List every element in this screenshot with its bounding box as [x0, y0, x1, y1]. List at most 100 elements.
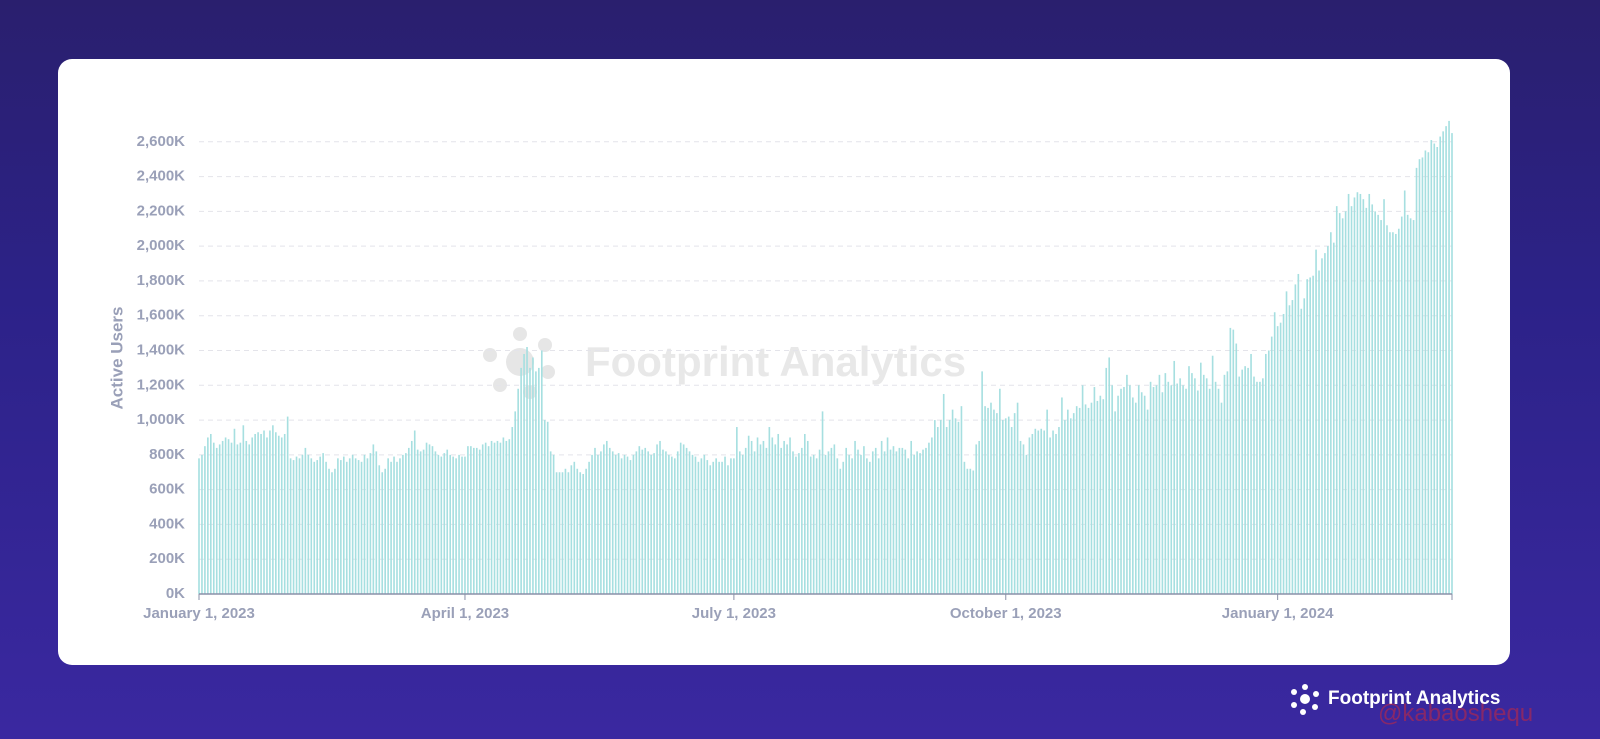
bar — [224, 437, 227, 594]
bar — [416, 449, 419, 594]
bar — [277, 435, 280, 594]
bar — [280, 437, 283, 594]
bar — [857, 449, 859, 594]
y-tick-label: 2,600K — [137, 133, 186, 150]
bar — [1173, 360, 1176, 594]
bar — [1380, 220, 1382, 594]
bar — [1347, 193, 1350, 594]
bar — [304, 447, 307, 594]
bar — [1238, 376, 1241, 594]
bar — [780, 447, 782, 594]
bar — [555, 472, 558, 594]
bar — [1105, 367, 1108, 594]
bar — [981, 371, 983, 594]
bar — [505, 440, 508, 594]
bar — [715, 458, 717, 594]
y-tick-label: 1,400K — [137, 341, 186, 358]
bar — [895, 451, 898, 594]
bar — [709, 465, 712, 594]
bar — [972, 470, 975, 594]
bar — [718, 461, 720, 594]
bar — [1167, 381, 1170, 594]
bar — [1185, 388, 1187, 594]
bar — [1143, 395, 1146, 594]
bar — [1442, 131, 1444, 594]
bar — [614, 454, 617, 594]
bar — [1324, 253, 1326, 594]
bar — [753, 451, 756, 594]
bar — [461, 456, 463, 594]
bar — [1155, 385, 1158, 594]
bar — [1037, 430, 1040, 594]
bar — [467, 446, 469, 594]
bar — [1072, 413, 1075, 594]
bar — [688, 451, 691, 594]
bar — [886, 437, 889, 594]
bar — [904, 449, 907, 594]
bar — [233, 428, 236, 594]
x-tick-label: January 1, 2024 — [1222, 605, 1334, 622]
bar — [1013, 413, 1016, 594]
bar — [907, 458, 910, 594]
bar — [978, 440, 980, 594]
bar — [396, 461, 398, 594]
bar — [337, 458, 339, 594]
bar — [532, 357, 534, 594]
bar — [260, 433, 262, 594]
bar — [1108, 357, 1111, 594]
bar — [869, 461, 871, 594]
bar — [493, 442, 496, 594]
bar — [334, 468, 336, 594]
bar — [207, 437, 209, 594]
bar — [331, 472, 333, 594]
bar — [1395, 233, 1397, 595]
bar — [1152, 387, 1155, 594]
bar — [538, 367, 540, 594]
bar — [774, 444, 777, 594]
bar — [603, 444, 605, 594]
bar — [798, 453, 800, 594]
bar — [1158, 374, 1161, 594]
bar — [960, 406, 963, 594]
bar — [363, 454, 366, 594]
bar — [1377, 214, 1379, 595]
bar — [446, 449, 449, 594]
bar — [540, 350, 543, 594]
bar — [475, 447, 478, 594]
bar — [682, 444, 685, 594]
bar — [632, 454, 635, 594]
bar — [1191, 373, 1193, 594]
bar — [582, 473, 584, 594]
bar — [1241, 369, 1243, 594]
bar — [1356, 192, 1359, 594]
brand: Footprint Analytics — [1288, 682, 1500, 716]
bar — [514, 411, 517, 594]
bar — [1016, 402, 1019, 594]
bar — [1421, 157, 1424, 595]
bar — [922, 449, 924, 594]
bar — [286, 416, 289, 594]
bar — [1235, 343, 1238, 594]
bar — [1403, 190, 1406, 594]
bar — [1353, 197, 1356, 594]
bar — [437, 454, 440, 594]
bar — [877, 458, 880, 594]
bar — [848, 454, 850, 594]
bar — [1270, 336, 1273, 594]
bar — [434, 451, 437, 594]
bar — [1267, 350, 1270, 594]
bar — [470, 446, 472, 594]
bar — [691, 454, 694, 594]
bar — [1161, 392, 1164, 594]
bar — [1132, 397, 1134, 594]
bar — [1046, 409, 1048, 594]
bar — [310, 458, 313, 594]
bar — [201, 454, 203, 594]
bar — [1427, 152, 1430, 594]
bar — [1149, 381, 1152, 594]
bar — [913, 454, 915, 594]
bar — [283, 433, 286, 594]
bar — [789, 437, 791, 594]
bar — [1312, 275, 1314, 594]
bar — [464, 456, 466, 594]
